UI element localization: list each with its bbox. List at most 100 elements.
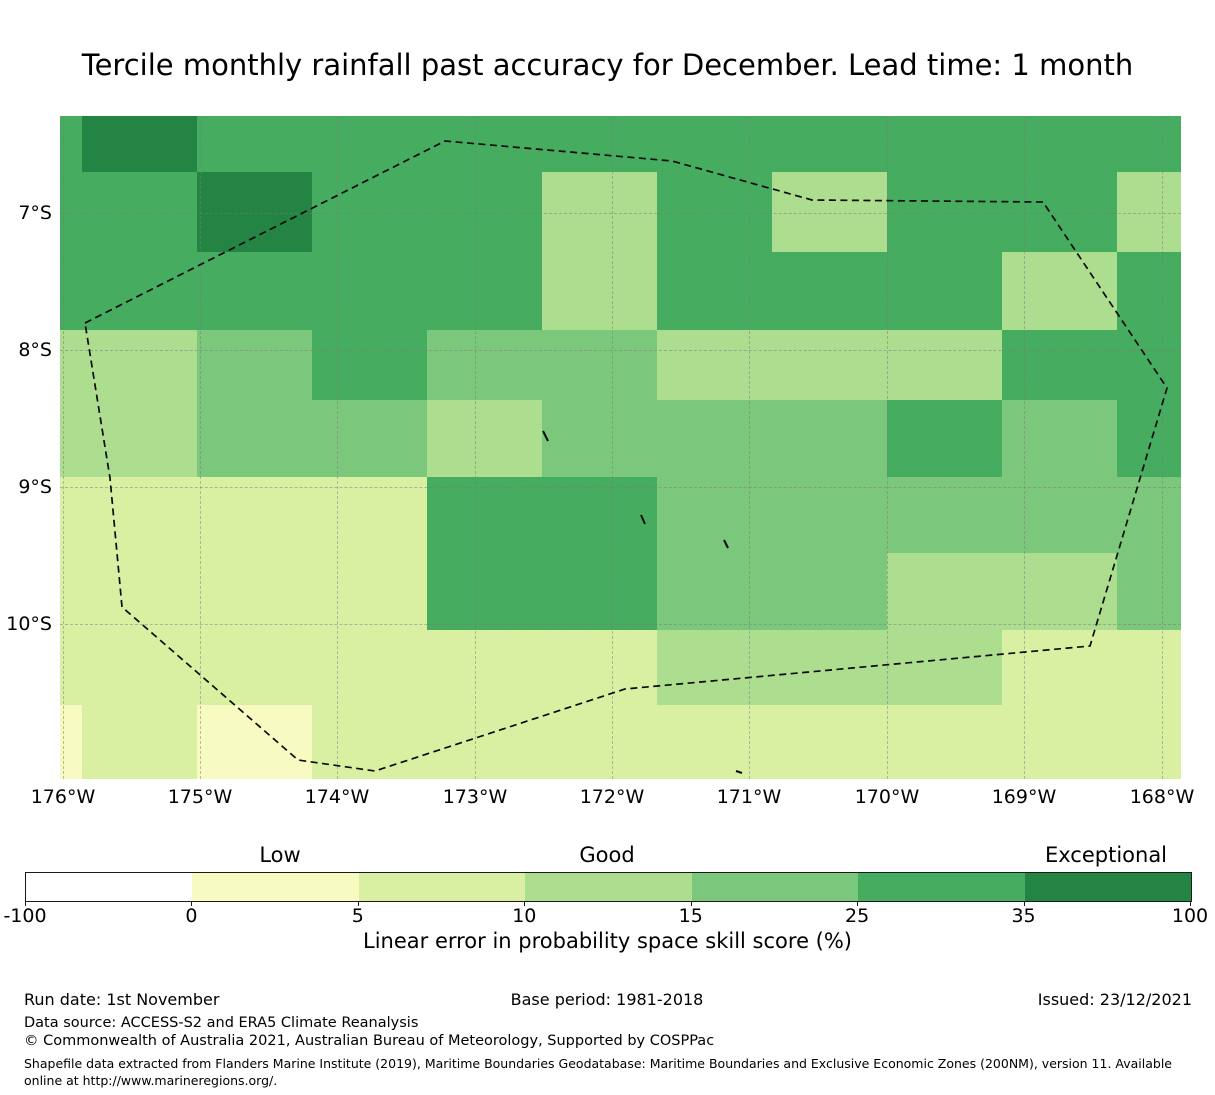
- colorbar-segment: [525, 873, 693, 901]
- graticule-line: [60, 487, 1181, 488]
- colorbar-tick: [25, 901, 26, 906]
- colorbar-tick: [524, 901, 526, 906]
- map-cell: [1117, 477, 1181, 553]
- colorbar-segment: [1024, 873, 1192, 901]
- map-cell: [60, 630, 82, 705]
- graticule-line: [612, 116, 613, 779]
- y-tick-label: 10°S: [6, 613, 52, 635]
- x-tick-label: 170°W: [854, 786, 920, 808]
- map-cell: [772, 400, 887, 477]
- map-cell: [1117, 116, 1181, 172]
- colorbar-region-label: Good: [579, 843, 635, 867]
- graticule-line: [1162, 116, 1163, 779]
- map-cell: [542, 705, 657, 779]
- x-tick-label: 176°W: [30, 786, 96, 808]
- x-tick-label: 173°W: [442, 786, 508, 808]
- map-cell: [542, 172, 657, 252]
- y-tick-label: 7°S: [18, 202, 52, 224]
- colorbar-segment: [26, 873, 193, 901]
- map-cell: [197, 252, 312, 330]
- map-cell: [1117, 400, 1181, 477]
- graticule-line: [1024, 116, 1025, 779]
- colorbar-tick: [191, 901, 193, 906]
- map-cell: [772, 172, 887, 252]
- graticule-line: [887, 116, 888, 779]
- map-cell: [1117, 172, 1181, 252]
- map-cell: [312, 116, 427, 172]
- map-cell: [60, 330, 82, 400]
- colorbar-segment: [192, 873, 360, 901]
- map-cell: [60, 172, 82, 252]
- map-cell: [60, 400, 82, 477]
- map-cell: [657, 705, 772, 779]
- map-cell: [60, 705, 82, 779]
- map-cell: [82, 630, 197, 705]
- footer-run-date: Run date: 1st November: [24, 990, 220, 1009]
- x-tick-label: 169°W: [991, 786, 1057, 808]
- graticule-line: [475, 116, 476, 779]
- colorbar-segment: [858, 873, 1026, 901]
- map-cell: [772, 630, 887, 705]
- map-cell: [60, 116, 82, 172]
- colorbar-title: Linear error in probability space skill …: [363, 929, 852, 953]
- map-cell: [60, 252, 82, 330]
- map-cell: [542, 252, 657, 330]
- map-cell: [312, 330, 427, 400]
- map-cell: [887, 116, 1002, 172]
- map-cell: [82, 252, 197, 330]
- map-cell: [1002, 400, 1117, 477]
- map-cell: [82, 330, 197, 400]
- graticule-line: [200, 116, 201, 779]
- colorbar-tick-label: 100: [1171, 905, 1209, 927]
- map-cell: [197, 630, 312, 705]
- map-cell: [1002, 553, 1117, 630]
- map-cell: [542, 553, 657, 630]
- map-cell: [82, 172, 197, 252]
- y-tick-label: 8°S: [18, 339, 52, 361]
- map-cell: [542, 477, 657, 553]
- graticule-line: [749, 116, 750, 779]
- map-cell: [1002, 477, 1117, 553]
- map-cell: [657, 252, 772, 330]
- colorbar-region-label: Low: [259, 843, 301, 867]
- map-cell: [772, 252, 887, 330]
- map-cell: [772, 705, 887, 779]
- map-cell: [82, 705, 197, 779]
- map-cell: [887, 252, 1002, 330]
- colorbar-segment: [691, 873, 859, 901]
- map-cell: [887, 630, 1002, 705]
- map-cell: [657, 553, 772, 630]
- map-panel: [60, 116, 1181, 779]
- map-cell: [82, 553, 197, 630]
- map-cell: [887, 477, 1002, 553]
- map-cell: [1117, 553, 1181, 630]
- footer-base-period: Base period: 1981-2018: [510, 990, 704, 1009]
- map-cell: [1117, 330, 1181, 400]
- map-cell: [887, 172, 1002, 252]
- footer-issued: Issued: 23/12/2021: [1037, 990, 1192, 1009]
- map-cell: [312, 172, 427, 252]
- colorbar-tick: [857, 901, 859, 906]
- map-cell: [312, 553, 427, 630]
- graticule-line: [63, 116, 64, 779]
- map-cell: [82, 116, 197, 172]
- x-tick-label: 172°W: [579, 786, 645, 808]
- colorbar-tick-label: 0: [185, 905, 198, 927]
- map-cell: [197, 705, 312, 779]
- map-cell: [60, 477, 82, 553]
- page-title: Tercile monthly rainfall past accuracy f…: [81, 48, 1134, 82]
- footer-copyright: © Commonwealth of Australia 2021, Austra…: [24, 1033, 715, 1049]
- map-cell: [312, 630, 427, 705]
- map-cell: [1002, 116, 1117, 172]
- map-cell: [542, 116, 657, 172]
- map-cell: [1002, 172, 1117, 252]
- map-cell: [1117, 705, 1181, 779]
- colorbar-tick-label: 25: [845, 905, 870, 927]
- map-cell: [1117, 630, 1181, 705]
- map-cell: [542, 330, 657, 400]
- map-cell: [1117, 252, 1181, 330]
- colorbar-tick-label: -100: [3, 905, 47, 927]
- map-cell: [427, 330, 542, 400]
- map-cell: [427, 116, 542, 172]
